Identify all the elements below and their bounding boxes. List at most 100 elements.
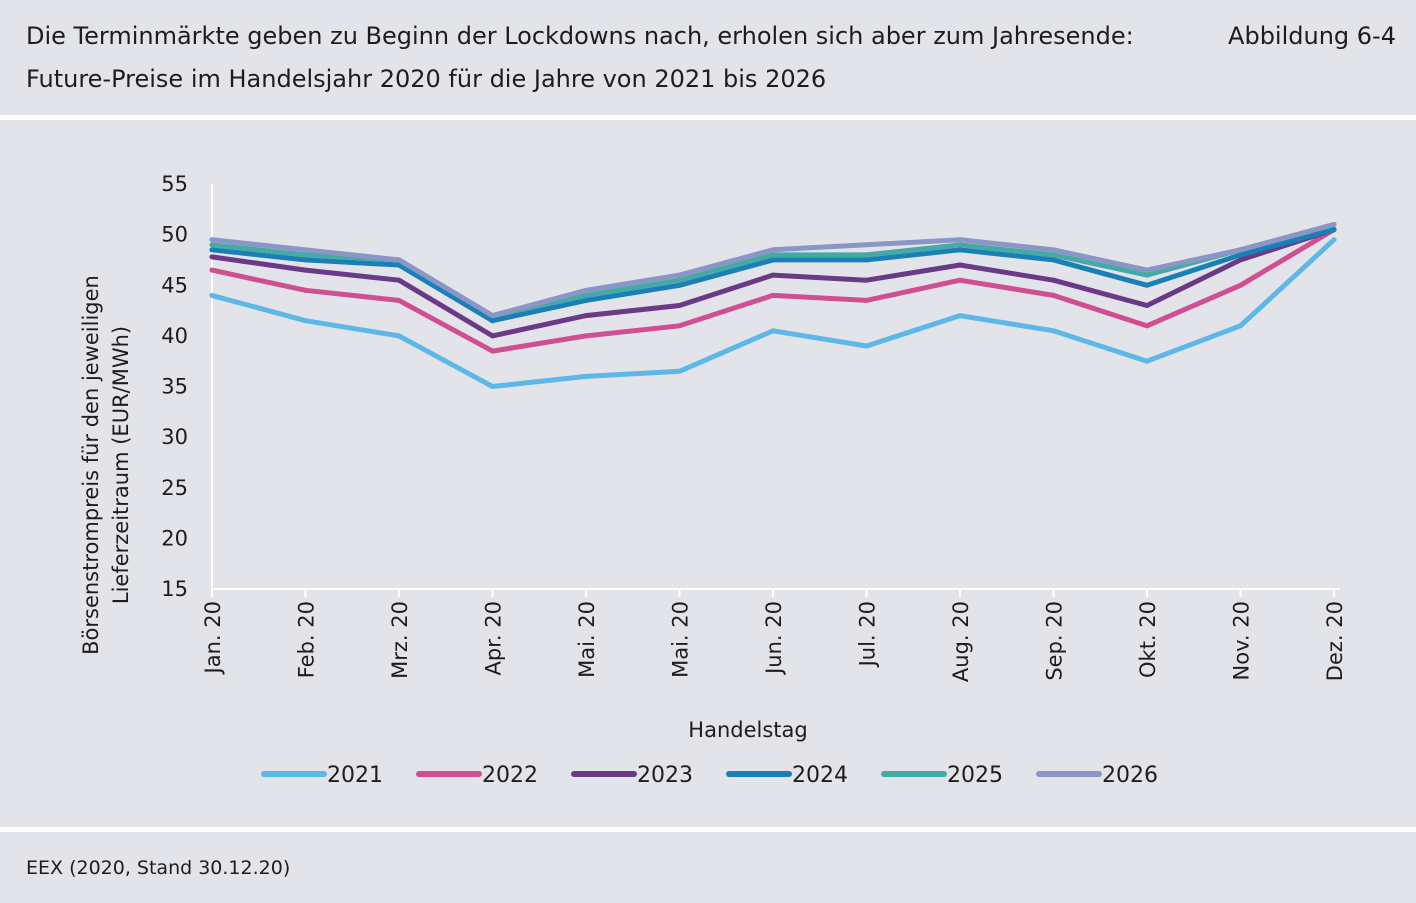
source-note: EEX (2020, Stand 30.12.20) — [26, 857, 291, 879]
data-point-2024 — [1051, 257, 1056, 263]
data-point-2021 — [864, 343, 869, 349]
data-point-2024 — [957, 247, 963, 253]
data-point-2022 — [583, 333, 589, 339]
y-tick-label: 45 — [161, 273, 188, 297]
data-point-2025 — [770, 252, 776, 258]
y-tick-label: 20 — [161, 526, 188, 550]
x-tick-label: Dez. 20 — [1323, 601, 1347, 681]
separator-bottom — [0, 827, 1416, 832]
data-point-2022 — [864, 297, 869, 303]
data-point-2023 — [1144, 303, 1150, 308]
data-point-2025 — [677, 277, 682, 283]
data-point-2021 — [396, 333, 402, 339]
chart-title-line1: Die Terminmärkte geben zu Beginn der Loc… — [26, 22, 1134, 50]
y-tick-label: 40 — [161, 324, 188, 348]
data-point-2025 — [957, 242, 963, 248]
data-point-2023 — [583, 313, 589, 319]
data-point-2021 — [770, 328, 776, 334]
chart-area: 15 20 25 30 35 40 45 50 55 Jan. 20 Feb. 20 Mrz. 20 A… — [0, 120, 1416, 827]
x-tick-label: Okt. 20 — [1136, 601, 1160, 678]
data-point-2025 — [303, 252, 308, 258]
axes: 15 20 25 30 35 40 45 50 55 Jan. 20 Feb. 20 Mrz. 20 A… — [161, 172, 1347, 682]
separator-top — [0, 115, 1416, 120]
y-tick-label: 55 — [161, 172, 188, 196]
y-tick-label: 35 — [161, 375, 188, 399]
data-point-2025 — [1051, 252, 1056, 258]
legend-item-2024: 2024 — [726, 763, 848, 788]
series-2023 — [209, 227, 1337, 339]
data-point-2021 — [209, 292, 215, 298]
data-point-2026 — [490, 313, 495, 319]
data-point-2026 — [770, 247, 776, 253]
data-point-2023 — [490, 333, 495, 339]
data-point-2024 — [1144, 282, 1150, 288]
y-tick-label: 25 — [161, 476, 188, 500]
data-point-2024 — [209, 247, 215, 253]
figure-label: Abbildung 6-4 — [1228, 22, 1396, 50]
data-point-2021 — [677, 368, 682, 374]
data-point-2026 — [864, 242, 869, 248]
legend: 2021 2022 2023 2024 2025 2026 — [261, 763, 1158, 788]
data-point-2026 — [396, 257, 402, 263]
x-tick-label: Aug. 20 — [949, 601, 973, 682]
x-tick-label: Mrz. 20 — [388, 601, 412, 679]
data-point-2024 — [864, 257, 869, 263]
x-axis-title: Handelstag — [688, 718, 807, 742]
data-point-2025 — [209, 242, 215, 248]
legend-label: 2021 — [327, 763, 383, 788]
series-2021 — [209, 237, 1337, 389]
y-tick-label: 50 — [161, 223, 188, 247]
data-point-2022 — [957, 277, 963, 283]
legend-item-2023: 2023 — [571, 763, 693, 788]
data-point-2021 — [1051, 328, 1056, 334]
data-point-2026 — [1331, 222, 1337, 227]
legend-item-2025: 2025 — [881, 763, 1003, 788]
data-point-2023 — [209, 254, 215, 260]
x-tick-label: Mai. 20 — [575, 601, 599, 678]
data-point-2021 — [957, 313, 963, 319]
y-axis-title: Börsenstrompreis für den jeweiligen Lief… — [79, 275, 133, 655]
data-point-2023 — [770, 272, 776, 278]
data-point-2025 — [864, 252, 869, 258]
series-line-2025 — [209, 222, 1337, 319]
legend-label: 2025 — [947, 763, 1003, 788]
data-point-2021 — [1144, 358, 1150, 364]
legend-label: 2024 — [792, 763, 848, 788]
chart-title-line2: Future-Preise im Handelsjahr 2020 für di… — [26, 65, 827, 93]
x-tick-label: Jul. 20 — [856, 601, 880, 668]
data-point-2023 — [1238, 257, 1243, 263]
legend-label: 2026 — [1102, 763, 1158, 788]
series-2026 — [209, 222, 1337, 319]
data-point-2023 — [957, 262, 963, 268]
data-point-2023 — [864, 277, 869, 283]
data-point-2021 — [1331, 237, 1337, 243]
data-point-2024 — [770, 257, 776, 263]
data-point-2022 — [490, 348, 495, 354]
data-point-2026 — [303, 247, 308, 253]
data-point-2021 — [1238, 323, 1243, 329]
y-tick-label: 15 — [161, 577, 188, 601]
y-axis-title-line1: Börsenstrompreis für den jeweiligen — [79, 275, 103, 655]
data-point-2022 — [1238, 282, 1243, 288]
y-axis-title-line2: Lieferzeitraum (EUR/MWh) — [109, 326, 133, 604]
data-point-2022 — [396, 297, 402, 303]
legend-item-2026: 2026 — [1036, 763, 1158, 788]
data-point-2022 — [1144, 323, 1150, 329]
data-point-2024 — [1331, 227, 1337, 233]
data-point-2026 — [1144, 267, 1150, 273]
data-point-2025 — [583, 292, 589, 298]
data-point-2022 — [209, 267, 215, 273]
data-point-2026 — [677, 272, 682, 278]
data-point-2022 — [1051, 292, 1056, 298]
y-tick-label: 30 — [161, 425, 188, 449]
data-point-2021 — [490, 384, 495, 389]
series-2024 — [209, 227, 1337, 324]
data-point-2021 — [303, 318, 308, 324]
data-point-2023 — [1051, 277, 1056, 283]
data-point-2024 — [303, 257, 308, 263]
data-point-2025 — [1144, 272, 1150, 278]
series-2025 — [209, 222, 1337, 319]
data-point-2024 — [1238, 252, 1243, 258]
data-point-2024 — [396, 262, 402, 268]
